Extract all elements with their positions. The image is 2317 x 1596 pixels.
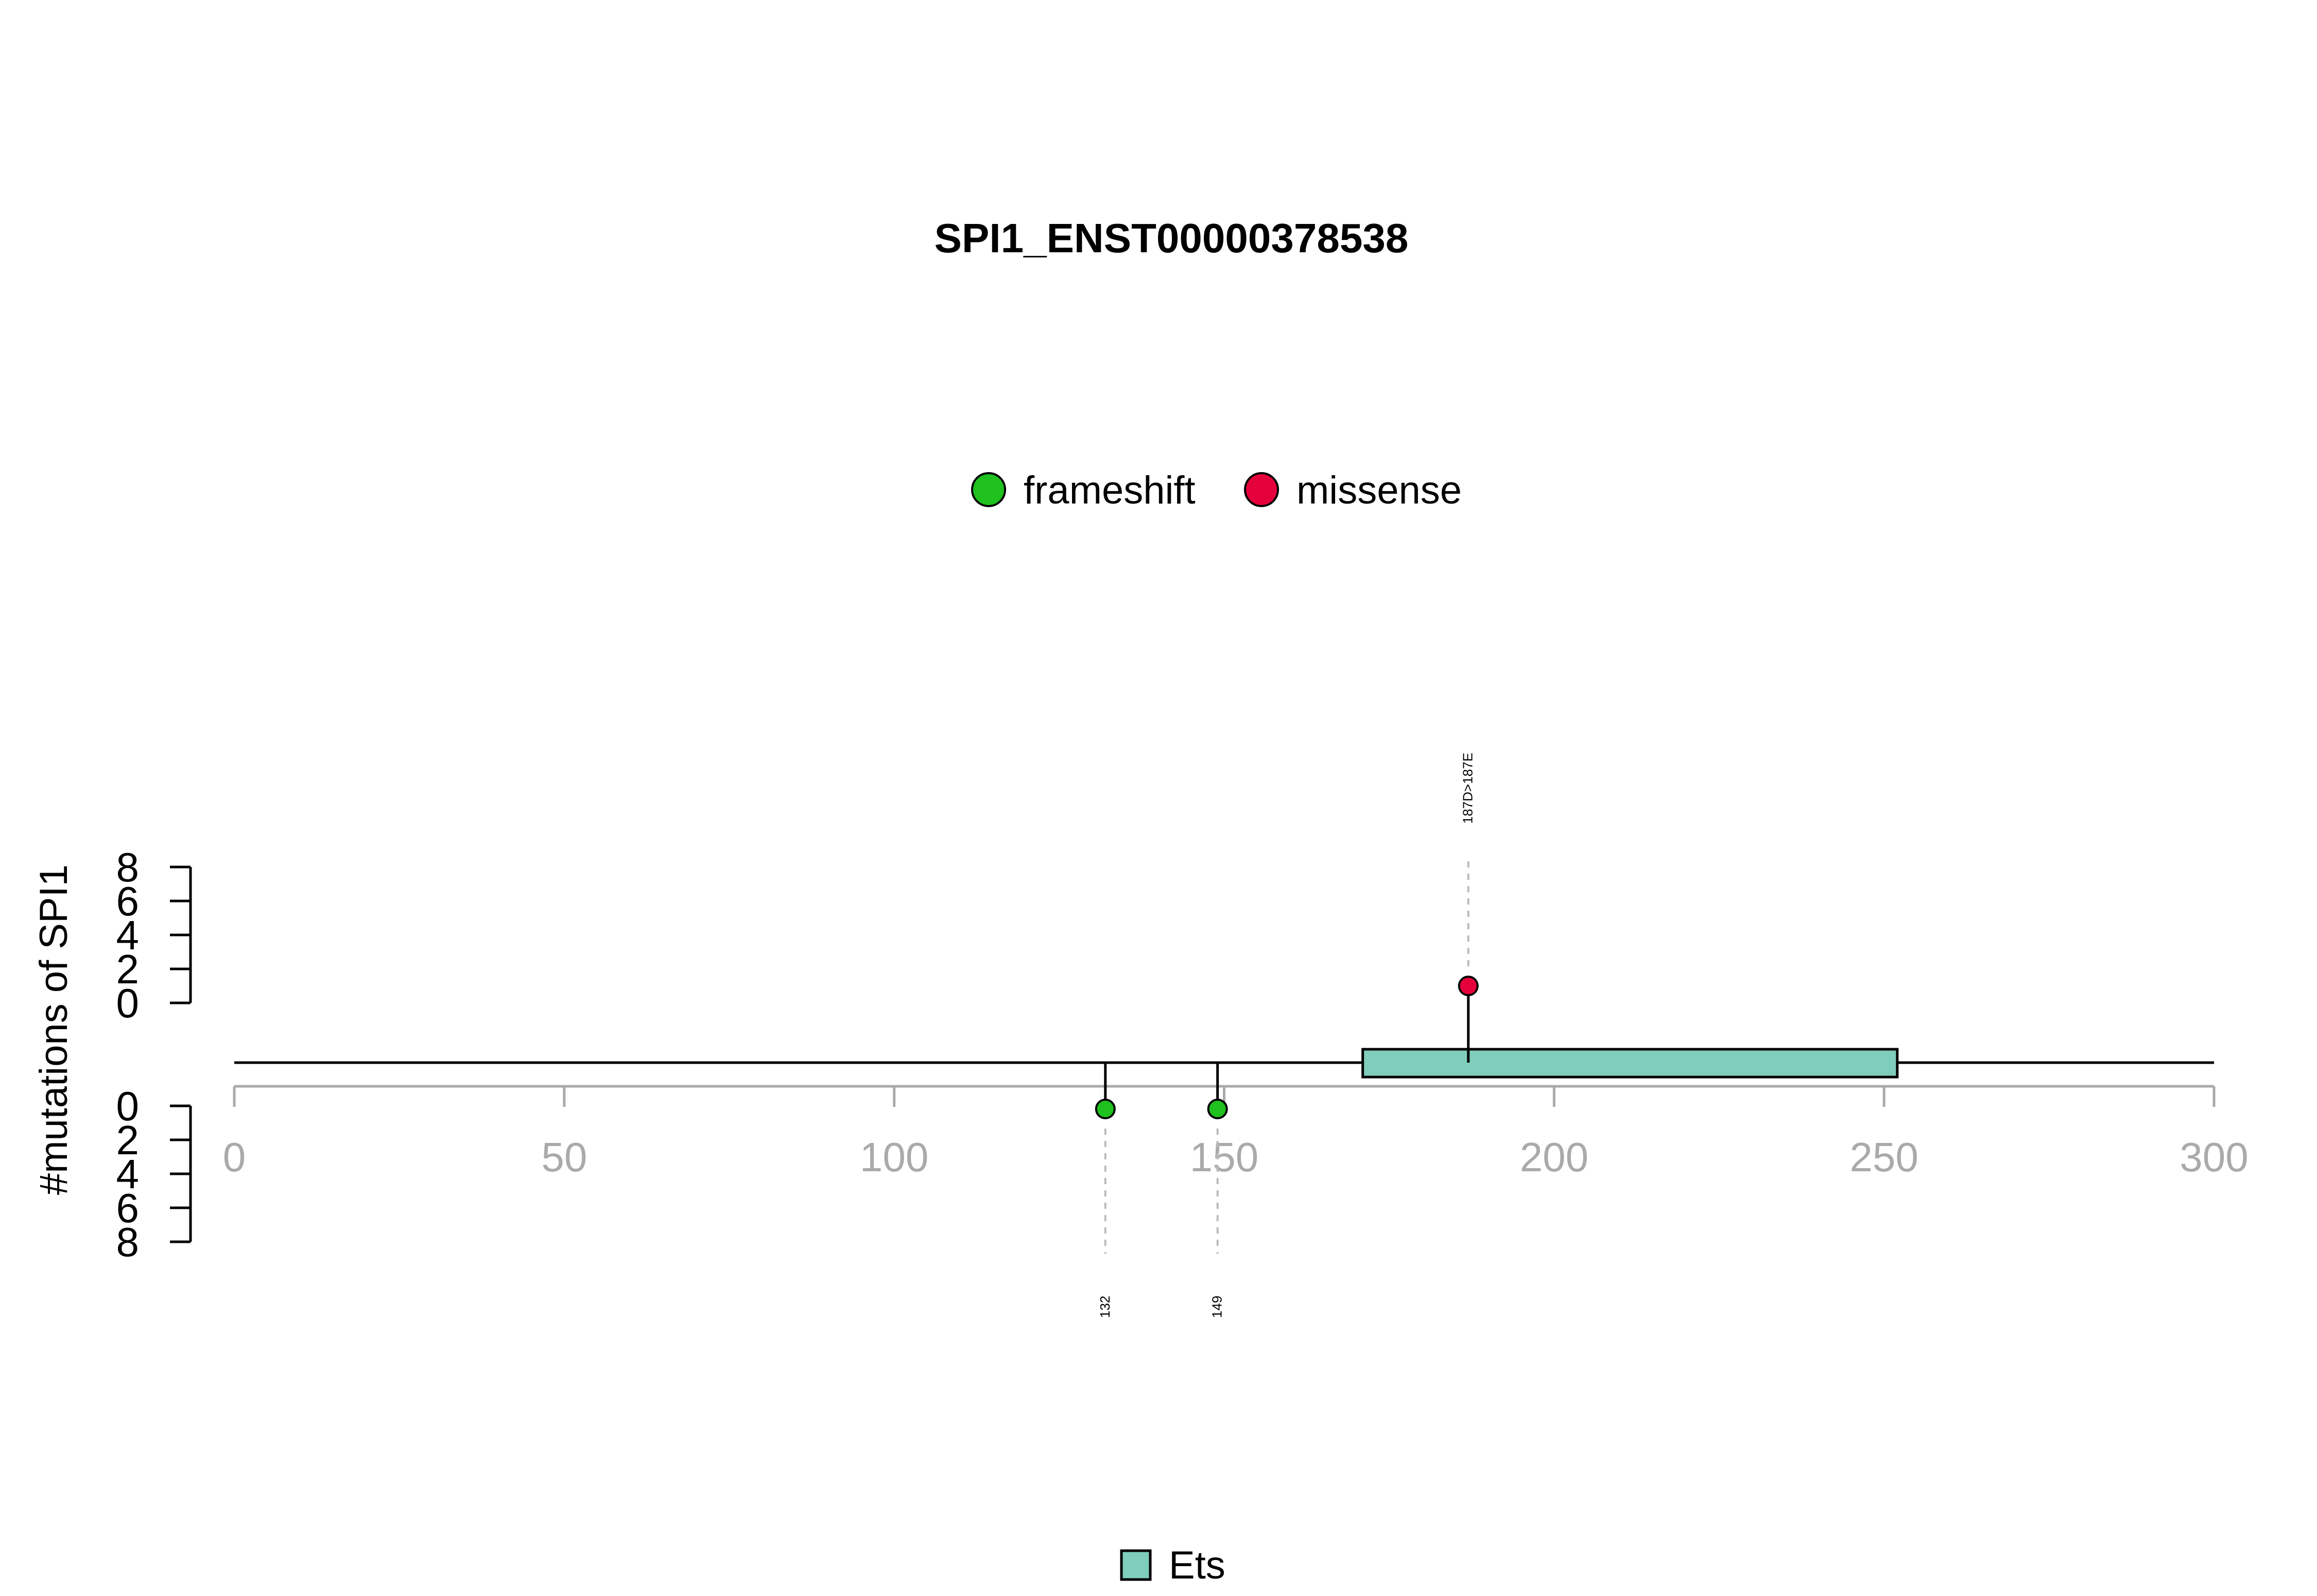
y-axis-label: #mutations of SPI1 [32,864,76,1195]
domain-legend: Ets [1120,1543,1225,1587]
mutation-connectors [1104,860,1469,1254]
y-top-tick-label-0: 0 [116,980,140,1026]
lollipop-head-132 [1095,1099,1116,1119]
mutation-label-132: 132 [1097,1296,1113,1318]
y-top-tick-label-8: 8 [116,844,140,890]
x-tick-label-0: 0 [223,1134,246,1180]
mutation-label-187D-187E: 187D>187E [1460,753,1476,824]
y-bottom-tick-label-6: 6 [116,1185,140,1231]
lollipop-heads [1095,976,1479,1119]
y-bottom-tick-label-0: 0 [116,1083,140,1129]
legend-missense-label: missense [1296,469,1462,512]
x-tick-label-50: 50 [541,1134,587,1180]
lollipop-stems [1104,986,1470,1109]
legend-frameshift-label: frameshift [1024,469,1196,512]
y-bottom-tick-label-2: 2 [116,1117,140,1163]
legend-domain-ets-label: Ets [1169,1543,1225,1587]
legend-missense-marker [1244,472,1279,507]
x-tick-label-200: 200 [1520,1134,1588,1180]
mutation-type-legend: frameshift missense [971,469,1462,512]
x-tick-label-250: 250 [1849,1134,1918,1180]
protein-backbone-layer [234,1048,2214,1079]
x-tick-label-300: 300 [2180,1134,2248,1180]
lollipop-head-187D-187E [1458,976,1479,996]
chart-title: SPI1_ENST00000378538 [935,215,1409,261]
x-tick-label-100: 100 [860,1134,928,1180]
mutation-label-149: 149 [1209,1296,1225,1318]
lollipop-head-149 [1207,1099,1228,1119]
y-top-tick-label-4: 4 [116,912,140,958]
x-tick-label-150: 150 [1190,1134,1258,1180]
domain-ets [1361,1048,1899,1079]
mutation-labels: 132 149 187D>187E [1097,753,1476,1318]
legend-frameshift-marker [971,472,1006,507]
y-top-tick-label-6: 6 [116,878,140,924]
y-bottom-tick-label-8: 8 [116,1219,140,1265]
y-top-tick-label-2: 2 [116,946,140,992]
x-axis: 0 50 100 150 200 250 300 [223,1085,2249,1180]
legend-domain-ets-swatch [1120,1549,1152,1581]
y-bottom-tick-label-4: 4 [116,1151,140,1197]
